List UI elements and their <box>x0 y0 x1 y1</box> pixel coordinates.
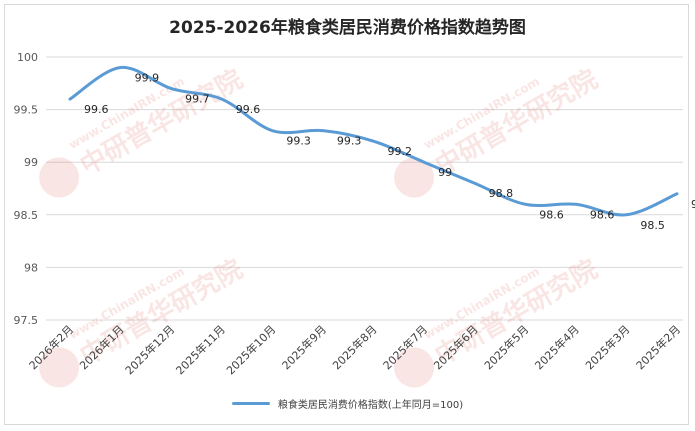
x-tick-label: 2025年9月 <box>279 322 329 372</box>
data-label: 98.5 <box>640 219 665 232</box>
data-label: 99.2 <box>388 145 413 158</box>
data-label: 98.6 <box>539 208 564 221</box>
y-tick-label: 100 <box>17 51 38 64</box>
legend-label: 粮食类居民消费价格指数(上年同月=100) <box>277 400 464 411</box>
y-tick-label: 97.5 <box>14 314 39 327</box>
watermark-seal <box>39 157 80 198</box>
x-tick-label: 2025年8月 <box>329 322 379 372</box>
y-tick-label: 98.5 <box>14 209 39 222</box>
y-tick-label: 99.5 <box>14 104 39 117</box>
watermark-seal <box>39 347 80 388</box>
data-labels: 99.6 99.9 99.7 99.6 99.3 99.3 99.2 99 98.8 98.6 98… <box>84 72 695 232</box>
data-label: 98.6 <box>590 208 615 221</box>
y-tick-label: 99 <box>24 156 38 169</box>
data-label: 98.7 <box>691 198 695 211</box>
data-label: 99 <box>438 166 452 179</box>
data-label: 99.9 <box>135 72 160 85</box>
data-label: 99.3 <box>286 135 311 148</box>
chart-title: 2025-2026年粮食类居民消费价格指数趋势图 <box>169 18 526 38</box>
data-label: 99.6 <box>236 103 261 116</box>
data-label: 99.7 <box>185 93 210 106</box>
x-tick-label: 2025年3月 <box>582 322 632 372</box>
y-axis: 97.5 98 98.5 99 99.5 100 <box>14 51 39 327</box>
watermark-seal <box>394 347 435 388</box>
gridlines <box>46 56 683 321</box>
series-line <box>68 66 679 217</box>
data-label: 98.8 <box>489 187 513 200</box>
data-label: 99.3 <box>337 135 362 148</box>
x-tick-label: 2025年10月 <box>223 322 278 377</box>
legend-swatch <box>231 402 270 405</box>
data-label: 99.6 <box>84 103 109 116</box>
x-tick-label: 2025年11月 <box>173 322 228 377</box>
x-tick-label: 2025年2月 <box>633 322 683 372</box>
legend: 粮食类居民消费价格指数(上年同月=100) <box>0 396 695 411</box>
x-tick-label: 2025年4月 <box>532 322 582 372</box>
watermark-seal <box>394 157 435 198</box>
y-tick-label: 98 <box>24 261 38 274</box>
